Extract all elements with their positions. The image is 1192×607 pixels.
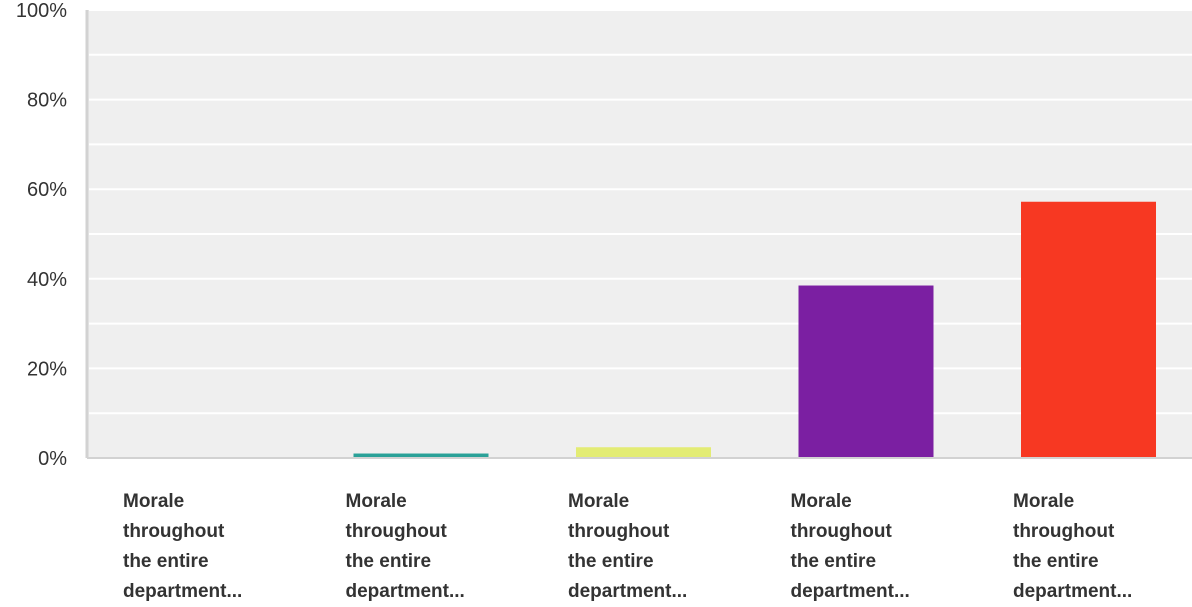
y-tick-label: 40%: [27, 269, 67, 291]
y-tick-label: 100%: [16, 0, 67, 22]
bar: [353, 453, 489, 458]
x-category-label: Morale throughout the entire department.…: [568, 491, 688, 602]
bar: [576, 447, 711, 458]
x-category-label: Morale throughout the entire department.…: [790, 491, 910, 602]
y-axis-ticks: 0% 20% 40% 60% 80% 100%: [16, 0, 67, 470]
y-tick-label: 0%: [38, 448, 67, 470]
y-tick-label: 60%: [27, 179, 67, 201]
bar: [798, 285, 934, 458]
x-category-label: Morale throughout the entire department.…: [345, 491, 465, 602]
gridlines: [89, 9, 1192, 415]
y-tick-label: 80%: [27, 90, 67, 112]
bars: [353, 201, 1156, 458]
y-tick-label: 20%: [27, 358, 67, 380]
bar: [1021, 201, 1156, 458]
x-category-label: Morale throughout the entire department.…: [123, 491, 243, 602]
x-category-label: Morale throughout the entire department.…: [1013, 491, 1133, 602]
